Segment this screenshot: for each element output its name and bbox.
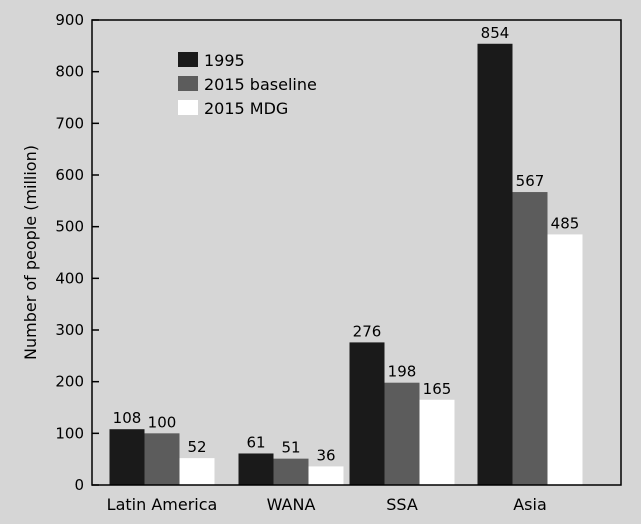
bar-ssa-2015-mdg bbox=[419, 399, 455, 485]
bar-value-label: 36 bbox=[316, 446, 335, 464]
y-tick-label: 100 bbox=[55, 424, 84, 442]
bar-labels-group: 108 100 52 61 51 36 276 198 165 854 567 485 bbox=[113, 24, 580, 465]
legend-swatch bbox=[178, 52, 198, 67]
category-label: SSA bbox=[386, 495, 418, 514]
legend-swatch bbox=[178, 100, 198, 115]
category-labels-group: Latin America WANA SSA Asia bbox=[107, 495, 547, 514]
y-tick-label: 400 bbox=[55, 269, 84, 287]
bar-value-label: 100 bbox=[148, 413, 177, 431]
bar-latin-america-2015-mdg bbox=[179, 458, 215, 485]
bar-asia-1995 bbox=[477, 43, 513, 486]
bar-wana-2015-mdg bbox=[308, 466, 344, 485]
y-tick-label: 0 bbox=[74, 476, 84, 494]
bar-ssa-2015-baseline bbox=[384, 382, 420, 485]
legend-label: 2015 baseline bbox=[204, 75, 317, 94]
legend: 1995 2015 baseline 2015 MDG bbox=[178, 51, 317, 118]
bar-value-label: 485 bbox=[551, 214, 580, 232]
legend-label: 1995 bbox=[204, 51, 245, 70]
y-tick-label: 300 bbox=[55, 321, 84, 339]
y-tick-label: 700 bbox=[55, 114, 84, 132]
y-tick-label: 200 bbox=[55, 373, 84, 391]
bar-value-label: 61 bbox=[246, 433, 265, 451]
bar-asia-2015-mdg bbox=[547, 234, 583, 485]
legend-swatch bbox=[178, 76, 198, 91]
bar-value-label: 854 bbox=[481, 24, 510, 42]
category-label: Asia bbox=[513, 495, 547, 514]
y-tick-label: 900 bbox=[55, 11, 84, 29]
bar-value-label: 108 bbox=[113, 409, 142, 427]
y-axis-title: Number of people (million) bbox=[21, 145, 40, 360]
bar-latin-america-2015-baseline bbox=[144, 433, 180, 485]
bar-asia-2015-baseline bbox=[512, 192, 548, 486]
y-tick-label: 500 bbox=[55, 218, 84, 236]
bar-wana-1995 bbox=[238, 453, 274, 485]
bar-value-label: 51 bbox=[281, 439, 300, 457]
y-tick-label: 600 bbox=[55, 166, 84, 184]
plot-frame bbox=[91, 19, 622, 486]
y-tick-label: 800 bbox=[55, 63, 84, 81]
category-label: Latin America bbox=[107, 495, 218, 514]
bar-value-label: 276 bbox=[353, 322, 382, 340]
bar-value-label: 52 bbox=[187, 438, 206, 456]
bar-value-label: 567 bbox=[516, 172, 545, 190]
bar-ssa-1995 bbox=[349, 342, 385, 485]
legend-label: 2015 MDG bbox=[204, 99, 288, 118]
category-label: WANA bbox=[267, 495, 316, 514]
bar-latin-america-1995 bbox=[109, 429, 145, 485]
bar-value-label: 198 bbox=[388, 363, 417, 381]
bar-value-label: 165 bbox=[423, 380, 452, 398]
bars-group bbox=[109, 43, 583, 486]
bar-wana-2015-baseline bbox=[273, 458, 309, 485]
